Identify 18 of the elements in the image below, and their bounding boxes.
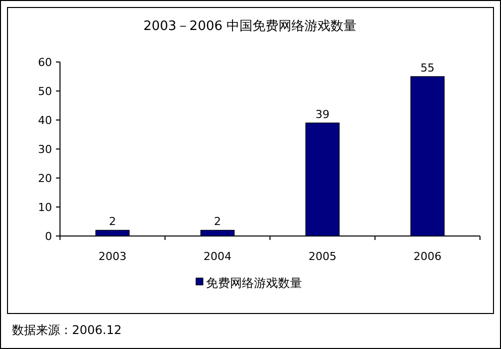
x-tick-label: 2003 xyxy=(98,250,126,263)
x-tick-label: 2005 xyxy=(308,250,336,263)
y-tick-label: 20 xyxy=(38,172,52,185)
y-tick-label: 60 xyxy=(38,56,52,69)
y-tick-label: 50 xyxy=(38,85,52,98)
y-tick-label: 10 xyxy=(38,201,52,214)
chart-title: 2003－2006 中国免费网络游戏数量 xyxy=(143,19,357,34)
y-tick-label: 30 xyxy=(38,143,52,156)
x-tick-label: 2004 xyxy=(204,250,232,263)
data-label: 39 xyxy=(316,108,330,121)
data-label: 2 xyxy=(109,215,116,228)
source-note: 数据来源：2006.12 xyxy=(12,323,122,337)
y-tick-label: 40 xyxy=(38,114,52,127)
data-label: 55 xyxy=(420,62,434,74)
data-label: 2 xyxy=(214,215,221,228)
y-tick-label: 0 xyxy=(45,230,52,243)
x-tick-label: 2006 xyxy=(414,250,442,263)
legend-label: 免费网络游戏数量 xyxy=(206,276,302,290)
